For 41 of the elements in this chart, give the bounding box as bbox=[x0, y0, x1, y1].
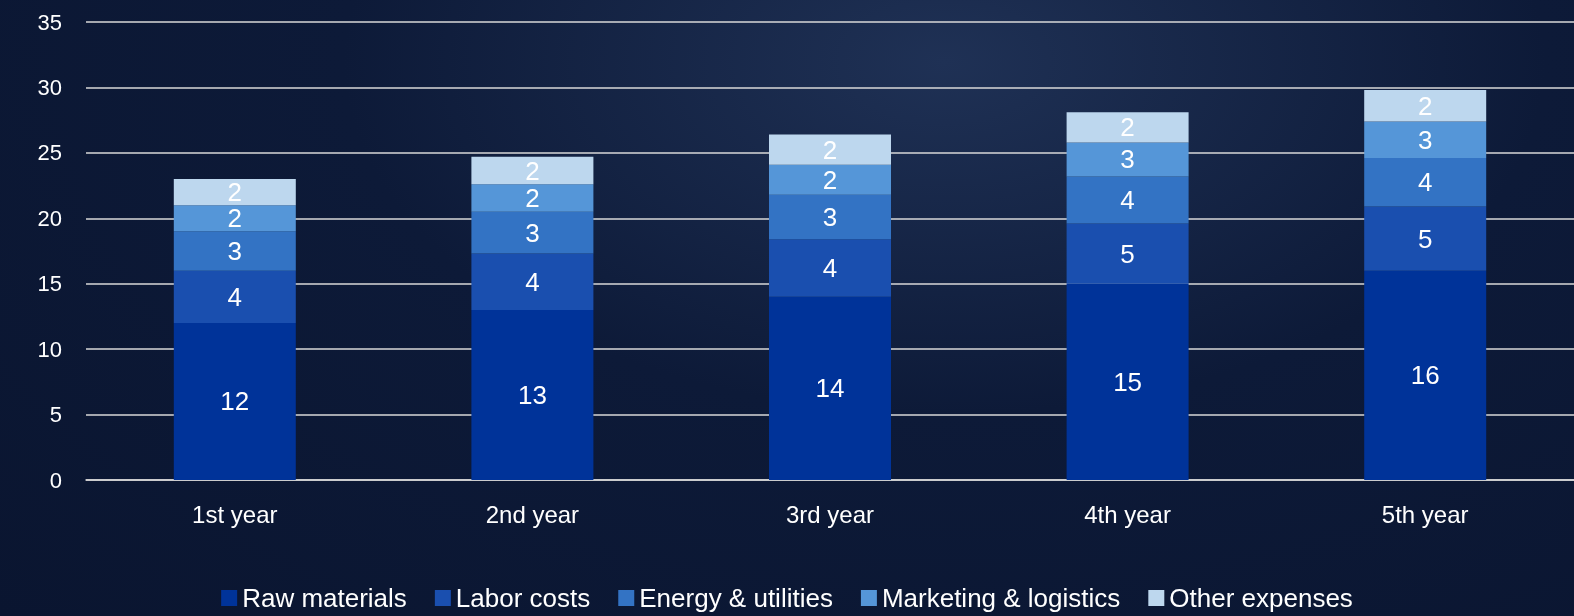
y-tick-label: 20 bbox=[37, 205, 62, 231]
y-tick-label: 30 bbox=[37, 74, 62, 100]
data-label: 2 bbox=[525, 155, 540, 186]
data-label: 4 bbox=[227, 281, 243, 312]
y-tick-label: 25 bbox=[37, 140, 62, 166]
data-label: 2 bbox=[822, 164, 838, 195]
data-label: 14 bbox=[815, 373, 845, 404]
data-label: 3 bbox=[525, 217, 540, 248]
data-label: 2 bbox=[525, 183, 540, 213]
data-label: 2 bbox=[1120, 112, 1135, 143]
data-label: 16 bbox=[1410, 360, 1440, 391]
legend-label: Other expenses bbox=[1169, 583, 1353, 613]
x-tick-label: 5th year bbox=[1381, 500, 1469, 528]
legend-label: Marketing & logistics bbox=[881, 583, 1121, 613]
data-label: 4 bbox=[525, 266, 540, 297]
data-label: 4 bbox=[1417, 167, 1433, 198]
x-tick-label: 4th year bbox=[1084, 500, 1171, 528]
y-tick-label: 35 bbox=[37, 9, 62, 35]
x-tick-label: 3rd year bbox=[785, 500, 875, 528]
data-label: 4 bbox=[1120, 184, 1135, 215]
x-tick-label: 1st year bbox=[192, 500, 278, 528]
legend-label: Labor costs bbox=[455, 583, 591, 613]
y-tick-label: 10 bbox=[37, 336, 62, 362]
data-label: 3 bbox=[227, 236, 243, 266]
data-label: 3 bbox=[1417, 124, 1433, 155]
y-tick-label: 0 bbox=[49, 467, 62, 493]
y-tick-label: 15 bbox=[37, 271, 62, 297]
y-tick-label: 5 bbox=[49, 402, 62, 428]
data-label: 2 bbox=[822, 134, 838, 165]
data-label: 3 bbox=[822, 201, 838, 232]
x-tick-label: 2nd year bbox=[485, 500, 580, 528]
data-label: 3 bbox=[1120, 144, 1135, 175]
legend-label: Energy & utilities bbox=[639, 583, 833, 613]
legend-label: Raw materials bbox=[242, 583, 407, 613]
data-label: 2 bbox=[1417, 90, 1433, 121]
data-label: 4 bbox=[822, 253, 838, 284]
data-label: 15 bbox=[1113, 366, 1143, 397]
data-label: 13 bbox=[517, 379, 547, 410]
data-label: 5 bbox=[1417, 223, 1433, 254]
data-label: 5 bbox=[1120, 238, 1135, 269]
data-label: 12 bbox=[220, 386, 250, 417]
